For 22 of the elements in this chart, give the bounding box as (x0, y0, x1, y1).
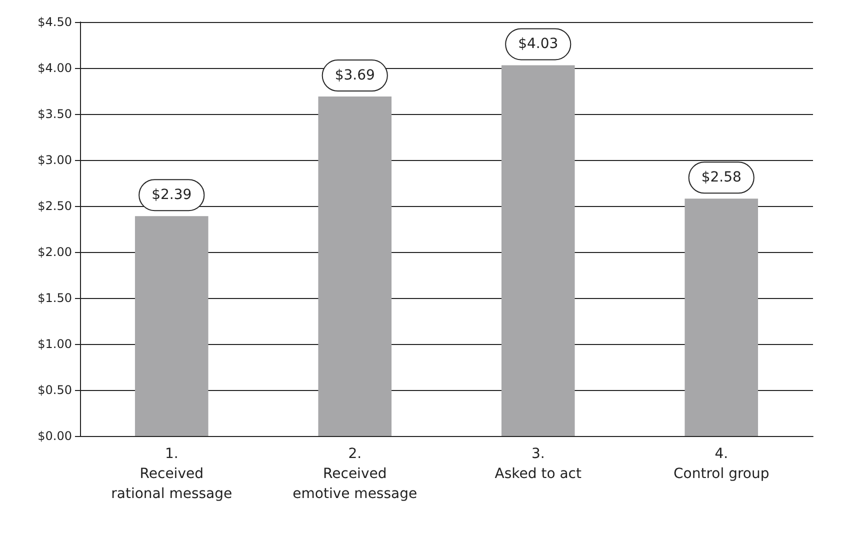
x-tick-label: 3. Asked to act (494, 446, 582, 482)
y-tick-label: $4.50 (38, 15, 72, 29)
bar (318, 96, 392, 436)
x-tick-label: 2. Received emotive message (292, 446, 418, 502)
y-tick-label: $2.50 (38, 199, 72, 213)
y-tick-label: $1.50 (38, 291, 72, 305)
y-tick-label: $4.00 (38, 61, 72, 75)
x-tick-label: 4. Control group (674, 446, 770, 482)
bar (501, 65, 575, 436)
y-tick-label: $3.00 (38, 153, 72, 167)
y-tick-label: $3.50 (38, 107, 72, 121)
data-label: $4.03 (518, 36, 558, 52)
x-tick-label: 1. Received rational message (111, 446, 232, 502)
y-tick-label: $0.50 (38, 383, 72, 397)
bar (134, 216, 208, 436)
y-tick-label: $0.00 (38, 429, 72, 443)
y-tick-label: $1.00 (38, 337, 72, 351)
data-label: $3.69 (334, 68, 375, 84)
y-tick-label: $2.00 (38, 245, 72, 259)
data-label: $2.39 (152, 187, 192, 204)
data-label: $2.58 (701, 170, 742, 186)
bar (684, 198, 758, 436)
